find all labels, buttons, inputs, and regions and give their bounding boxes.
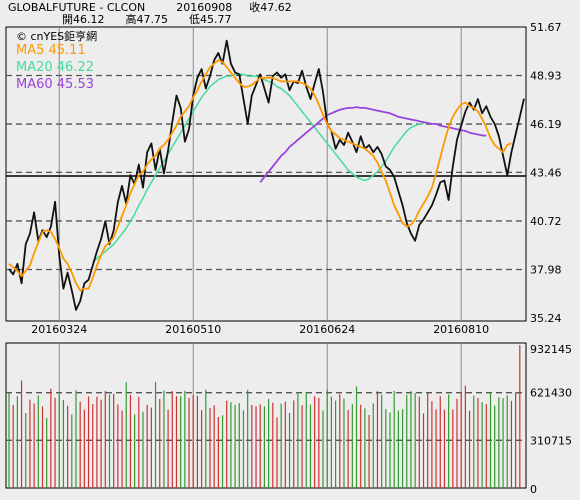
y-tick-label: 43.46: [530, 166, 562, 179]
header-row-1: GLOBALFUTURE - CLCON 20160908 收47.62: [8, 2, 292, 14]
symbol-label: GLOBALFUTURE - CLCON: [8, 1, 146, 14]
ma20-line: [92, 73, 424, 263]
low-label: 低45.77: [189, 13, 232, 26]
high-label: 高47.75: [125, 13, 169, 26]
vol-y-tick-label: 310715: [530, 434, 572, 447]
x-tick-label: 20160810: [433, 323, 489, 336]
close-price-line: [8, 39, 525, 311]
y-tick-label: 46.19: [530, 118, 562, 131]
source-label: © cnYES鉅亨網: [16, 30, 98, 43]
ma60-legend: MA60 45.53: [16, 77, 94, 92]
x-tick-label: 20160624: [299, 323, 355, 336]
open-label: 開46.12: [62, 13, 105, 26]
ma5-legend: MA5 45.11: [16, 43, 86, 58]
x-tick-label: 20160324: [31, 323, 87, 336]
y-tick-label: 48.93: [530, 70, 562, 83]
volume-panel: 932145 621430 310715 0: [5, 342, 572, 496]
vol-y-tick-label: 0: [530, 483, 537, 496]
vol-y-tick-label: 621430: [530, 387, 572, 400]
header-row-2: 開46.12 高47.75 低45.77: [62, 14, 232, 26]
x-tick-label: 20160510: [165, 323, 221, 336]
y-tick-label: 40.72: [530, 215, 562, 228]
y-tick-label: 51.67: [530, 21, 562, 34]
vol-y-tick-label: 932145: [530, 343, 572, 356]
close-label: 收47.62: [249, 1, 292, 14]
price-panel: 51.67 48.93 46.19 43.46 40.72 37.98 35.24 2016…: [5, 21, 562, 336]
ma20-legend: MA20 46.22: [16, 60, 94, 75]
y-tick-label: 37.98: [530, 263, 562, 276]
ma5-line: [8, 59, 512, 292]
date-label: 20160908: [176, 1, 233, 14]
y-tick-label: 35.24: [530, 312, 562, 325]
